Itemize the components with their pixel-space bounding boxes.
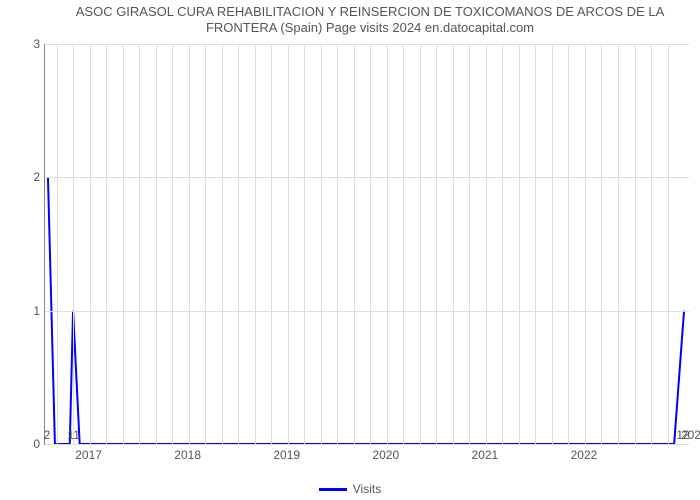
gridline-v-minor	[601, 44, 602, 444]
gridline-v-minor	[139, 44, 140, 444]
gridline-v-minor	[420, 44, 421, 444]
legend-label: Visits	[353, 482, 381, 496]
plot-area	[44, 44, 689, 445]
gridline-v-minor	[271, 44, 272, 444]
gridline-v	[486, 44, 487, 444]
gridline-v-minor	[238, 44, 239, 444]
legend-swatch	[319, 488, 347, 491]
gridline-v-minor	[568, 44, 569, 444]
gridline-v-minor	[73, 44, 74, 444]
gridline-v-minor	[321, 44, 322, 444]
x-secondary-label: 202	[681, 428, 700, 442]
gridline-h	[45, 44, 689, 45]
gridline-v	[387, 44, 388, 444]
x-secondary-label: 11	[67, 428, 79, 442]
gridline-v-minor	[172, 44, 173, 444]
gridline-v-minor	[255, 44, 256, 444]
gridline-v-minor	[436, 44, 437, 444]
gridline-v	[288, 44, 289, 444]
x-tick-label: 2022	[571, 448, 598, 462]
gridline-v-minor	[502, 44, 503, 444]
y-tick-label: 3	[20, 37, 40, 51]
gridline-v-minor	[222, 44, 223, 444]
gridline-v-minor	[668, 44, 669, 444]
gridline-v-minor	[304, 44, 305, 444]
x-tick-label: 2019	[273, 448, 300, 462]
gridline-v	[585, 44, 586, 444]
y-tick-label: 2	[20, 170, 40, 184]
gridline-v-minor	[618, 44, 619, 444]
gridline-v-minor	[156, 44, 157, 444]
gridline-v-minor	[337, 44, 338, 444]
chart-container: ASOC GIRASOL CURA REHABILITACION Y REINS…	[0, 0, 700, 500]
y-tick-label: 1	[20, 304, 40, 318]
gridline-v-minor	[123, 44, 124, 444]
gridline-v	[90, 44, 91, 444]
gridline-h	[45, 311, 689, 312]
gridline-v-minor	[453, 44, 454, 444]
x-tick-label: 2017	[75, 448, 102, 462]
legend: Visits	[0, 482, 700, 496]
x-secondary-label: 2	[44, 428, 51, 442]
x-tick-label: 2018	[174, 448, 201, 462]
gridline-v-minor	[370, 44, 371, 444]
gridline-v-minor	[354, 44, 355, 444]
gridline-v	[189, 44, 190, 444]
y-tick-label: 0	[20, 437, 40, 451]
gridline-v-minor	[651, 44, 652, 444]
gridline-v-minor	[552, 44, 553, 444]
x-tick-label: 2021	[472, 448, 499, 462]
chart-title: ASOC GIRASOL CURA REHABILITACION Y REINS…	[50, 4, 690, 37]
gridline-v-minor	[519, 44, 520, 444]
gridline-v-minor	[106, 44, 107, 444]
line-series	[45, 44, 689, 444]
gridline-v-minor	[535, 44, 536, 444]
gridline-v-minor	[403, 44, 404, 444]
gridline-v-minor	[635, 44, 636, 444]
gridline-v-minor	[469, 44, 470, 444]
x-tick-label: 2020	[372, 448, 399, 462]
gridline-v-minor	[57, 44, 58, 444]
gridline-v-minor	[205, 44, 206, 444]
gridline-h	[45, 177, 689, 178]
gridline-h	[45, 444, 689, 445]
